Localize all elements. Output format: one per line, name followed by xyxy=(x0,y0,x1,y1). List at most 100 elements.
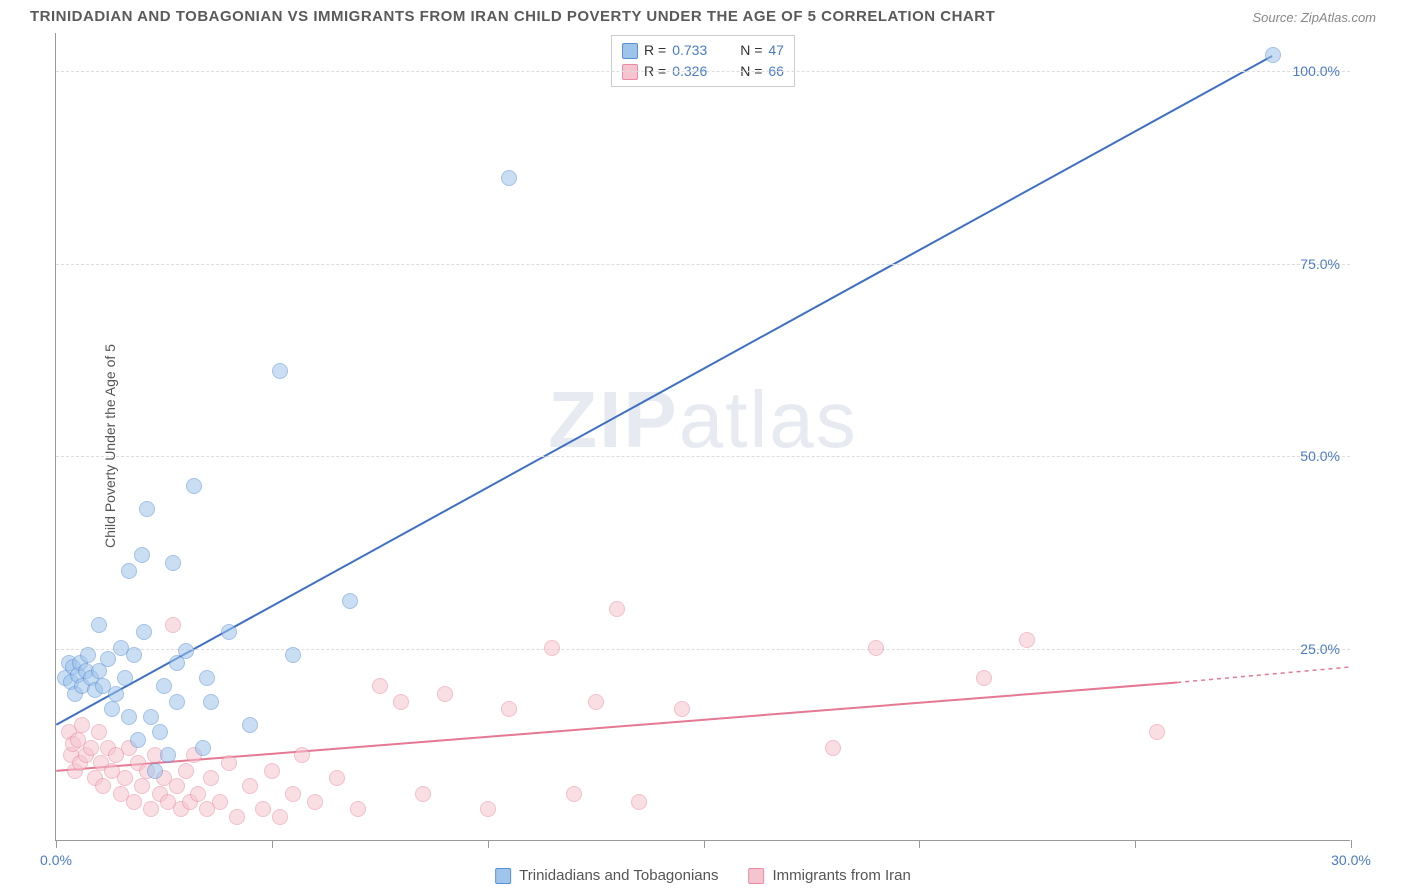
scatter-point xyxy=(121,563,137,579)
legend-swatch xyxy=(622,43,638,59)
scatter-point xyxy=(74,717,90,733)
scatter-point xyxy=(139,501,155,517)
scatter-point xyxy=(83,740,99,756)
scatter-point xyxy=(480,801,496,817)
gridline xyxy=(56,649,1350,650)
scatter-point xyxy=(136,624,152,640)
scatter-point xyxy=(825,740,841,756)
scatter-point xyxy=(169,694,185,710)
gridline xyxy=(56,264,1350,265)
scatter-point xyxy=(212,794,228,810)
scatter-point xyxy=(868,640,884,656)
x-tick xyxy=(1135,840,1136,848)
scatter-point xyxy=(221,624,237,640)
scatter-point xyxy=(91,617,107,633)
scatter-point xyxy=(272,363,288,379)
scatter-point xyxy=(264,763,280,779)
scatter-point xyxy=(294,747,310,763)
legend-swatch xyxy=(748,868,764,884)
legend-item: Trinidadians and Tobagonians xyxy=(495,867,718,884)
scatter-point xyxy=(350,801,366,817)
scatter-point xyxy=(1019,632,1035,648)
scatter-point xyxy=(190,786,206,802)
scatter-point xyxy=(203,770,219,786)
scatter-point xyxy=(195,740,211,756)
scatter-point xyxy=(566,786,582,802)
scatter-point xyxy=(329,770,345,786)
scatter-point xyxy=(165,555,181,571)
scatter-point xyxy=(221,755,237,771)
scatter-point xyxy=(285,786,301,802)
scatter-point xyxy=(544,640,560,656)
scatter-point xyxy=(117,770,133,786)
x-tick xyxy=(272,840,273,848)
scatter-point xyxy=(186,478,202,494)
y-tick-label: 50.0% xyxy=(1300,448,1340,464)
scatter-point xyxy=(285,647,301,663)
scatter-point xyxy=(95,778,111,794)
scatter-point xyxy=(501,170,517,186)
chart-title: TRINIDADIAN AND TOBAGONIAN VS IMMIGRANTS… xyxy=(30,8,995,25)
scatter-point xyxy=(372,678,388,694)
scatter-point xyxy=(80,647,96,663)
scatter-point xyxy=(126,794,142,810)
scatter-point xyxy=(1265,47,1281,63)
n-value: 47 xyxy=(768,40,784,61)
x-tick-label: 0.0% xyxy=(40,852,72,868)
scatter-point xyxy=(130,732,146,748)
scatter-point xyxy=(242,778,258,794)
scatter-point xyxy=(393,694,409,710)
n-label: N = xyxy=(740,40,762,61)
legend-label: Trinidadians and Tobagonians xyxy=(519,867,718,884)
scatter-point xyxy=(169,778,185,794)
legend-series: Trinidadians and Tobagonians Immigrants f… xyxy=(495,867,911,884)
x-tick xyxy=(56,840,57,848)
y-tick-label: 25.0% xyxy=(1300,641,1340,657)
scatter-point xyxy=(307,794,323,810)
x-tick xyxy=(919,840,920,848)
scatter-point xyxy=(91,724,107,740)
legend-item: Immigrants from Iran xyxy=(748,867,910,884)
scatter-point xyxy=(117,670,133,686)
x-tick xyxy=(704,840,705,848)
scatter-point xyxy=(147,763,163,779)
scatter-point xyxy=(160,747,176,763)
scatter-point xyxy=(126,647,142,663)
scatter-point xyxy=(165,617,181,633)
scatter-point xyxy=(203,694,219,710)
scatter-point xyxy=(152,724,168,740)
scatter-point xyxy=(143,709,159,725)
scatter-point xyxy=(100,651,116,667)
scatter-point xyxy=(631,794,647,810)
scatter-point xyxy=(976,670,992,686)
scatter-point xyxy=(609,601,625,617)
y-tick-label: 100.0% xyxy=(1293,63,1340,79)
legend-label: Immigrants from Iran xyxy=(772,867,910,884)
scatter-point xyxy=(255,801,271,817)
scatter-point xyxy=(134,778,150,794)
scatter-point xyxy=(272,809,288,825)
plot-area: ZIPatlas R =0.733N =47R =0.326N =66 25.0… xyxy=(55,33,1350,841)
scatter-point xyxy=(415,786,431,802)
r-label: R = xyxy=(644,40,666,61)
scatter-point xyxy=(104,701,120,717)
scatter-point xyxy=(108,686,124,702)
r-value: 0.733 xyxy=(672,40,722,61)
scatter-point xyxy=(437,686,453,702)
scatter-point xyxy=(501,701,517,717)
scatter-point xyxy=(121,709,137,725)
y-tick-label: 75.0% xyxy=(1300,256,1340,272)
x-tick xyxy=(488,840,489,848)
x-tick-label: 30.0% xyxy=(1331,852,1371,868)
scatter-point xyxy=(588,694,604,710)
scatter-point xyxy=(178,763,194,779)
scatter-point xyxy=(342,593,358,609)
scatter-point xyxy=(143,801,159,817)
legend-stats: R =0.733N =47R =0.326N =66 xyxy=(611,35,795,87)
gridline xyxy=(56,456,1350,457)
x-tick xyxy=(1351,840,1352,848)
watermark: ZIPatlas xyxy=(548,374,857,466)
scatter-point xyxy=(242,717,258,733)
scatter-point xyxy=(1149,724,1165,740)
gridline xyxy=(56,71,1350,72)
